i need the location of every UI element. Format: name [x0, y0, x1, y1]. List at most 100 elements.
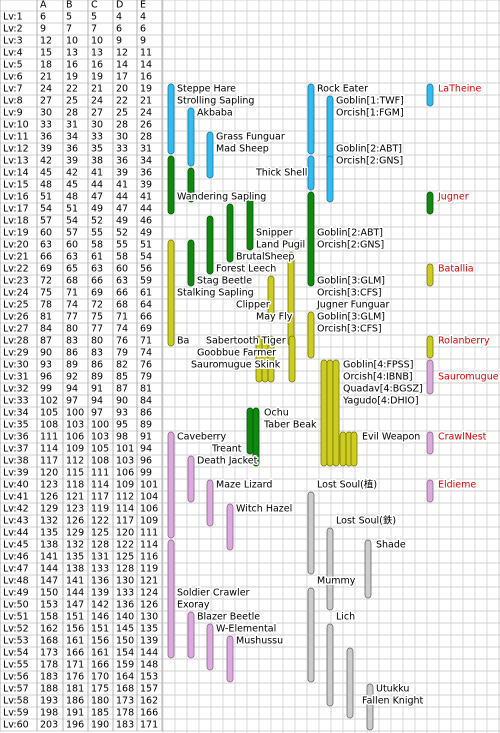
- level-bar: [167, 239, 175, 347]
- cell: 125: [116, 552, 134, 563]
- cell: 147: [40, 576, 58, 587]
- cell: 175: [91, 684, 109, 695]
- cell: 22: [116, 96, 128, 107]
- monster-label: Witch Hazel: [236, 504, 292, 515]
- level-bar: [246, 191, 254, 251]
- level-bar: [187, 239, 195, 287]
- cell: 130: [116, 576, 134, 587]
- cell: 119: [91, 504, 109, 515]
- cell: 66: [140, 312, 152, 323]
- cell: 14: [140, 60, 152, 71]
- cell: 135: [140, 624, 158, 635]
- cell: 63: [91, 264, 103, 275]
- cell: 122: [91, 516, 109, 527]
- level-label: Lv:31: [3, 372, 29, 383]
- level-label: Lv:6: [3, 72, 23, 83]
- cell: 66: [40, 252, 52, 263]
- cell: 5: [91, 12, 97, 23]
- cell: 57: [66, 228, 78, 239]
- cell: 24: [40, 84, 52, 95]
- cell: 79: [116, 348, 128, 359]
- cell: 114: [40, 444, 58, 455]
- level-bar: [167, 431, 175, 539]
- cell: 100: [66, 408, 84, 419]
- cell: 35: [91, 144, 103, 155]
- cell: 139: [140, 636, 158, 647]
- cell: 116: [140, 552, 158, 563]
- area-label: LaTheine: [438, 84, 481, 95]
- cell: 103: [91, 432, 109, 443]
- cell: 4: [140, 12, 146, 23]
- cell: 71: [116, 312, 128, 323]
- level-label: Lv:22: [3, 264, 29, 275]
- cell: 183: [116, 720, 134, 731]
- cell: 6: [116, 24, 122, 35]
- cell: 91: [140, 432, 152, 443]
- cell: 75: [91, 312, 103, 323]
- level-label: Lv:32: [3, 384, 29, 395]
- cell: 190: [91, 720, 109, 731]
- cell: 30: [116, 132, 128, 143]
- level-bar: [206, 215, 214, 275]
- cell: 63: [40, 240, 52, 251]
- level-label: Lv:10: [3, 120, 29, 131]
- cell: 33: [40, 120, 52, 131]
- cell: 74: [66, 300, 78, 311]
- cell: 203: [40, 720, 58, 731]
- level-bar: [426, 335, 434, 359]
- cell: 33: [116, 144, 128, 155]
- cell: 96: [40, 372, 52, 383]
- cell: 68: [66, 276, 78, 287]
- cell: 157: [140, 684, 158, 695]
- cell: 178: [116, 708, 134, 719]
- cell: 36: [40, 132, 52, 143]
- level-label: Lv:42: [3, 504, 29, 515]
- area-label: Sauromugue: [438, 372, 499, 383]
- level-bar: [326, 95, 334, 167]
- level-label: Lv:60: [3, 720, 29, 731]
- cell: 108: [40, 420, 58, 431]
- level-label: Lv:13: [3, 156, 29, 167]
- monster-label: Mummy: [317, 576, 356, 587]
- cell: 129: [40, 504, 58, 515]
- cell: 133: [116, 588, 134, 599]
- level-bar: [346, 647, 354, 719]
- cell: 111: [40, 432, 58, 443]
- cell: 41: [116, 180, 128, 191]
- cell: 95: [116, 420, 128, 431]
- level-bar: [307, 587, 315, 683]
- cell: 12: [40, 36, 52, 47]
- cell: 49: [116, 216, 128, 227]
- cell: 166: [140, 708, 158, 719]
- cell: 80: [91, 336, 103, 347]
- level-label: Lv:5: [3, 60, 23, 71]
- cell: 59: [140, 276, 152, 287]
- cell: 130: [140, 612, 158, 623]
- cell: 140: [116, 612, 134, 623]
- level-bar: [206, 623, 214, 671]
- cell: 28: [66, 108, 78, 119]
- level-bar: [307, 191, 315, 287]
- level-label: Lv:41: [3, 492, 29, 503]
- cell: 19: [66, 72, 78, 83]
- cell: 86: [140, 408, 152, 419]
- level-label: Lv:3: [3, 36, 23, 47]
- cell: 129: [66, 528, 84, 539]
- cell: 153: [40, 600, 58, 611]
- monster-label: Jugner Funguar: [316, 300, 390, 311]
- level-bar: [167, 155, 175, 215]
- level-label: Lv:53: [3, 636, 29, 647]
- cell: 39: [140, 180, 152, 191]
- cell: 74: [116, 324, 128, 335]
- cell: 38: [91, 156, 103, 167]
- level-bar: [426, 263, 434, 287]
- cell: 45: [66, 180, 78, 191]
- cell: 54: [66, 216, 78, 227]
- cell: 56: [140, 264, 152, 275]
- monster-label: Ochu: [264, 408, 289, 419]
- level-label: Lv:43: [3, 516, 29, 527]
- cell: 102: [40, 396, 58, 407]
- cell: 168: [40, 636, 58, 647]
- cell: 9: [140, 36, 146, 47]
- cell: 117: [40, 456, 58, 467]
